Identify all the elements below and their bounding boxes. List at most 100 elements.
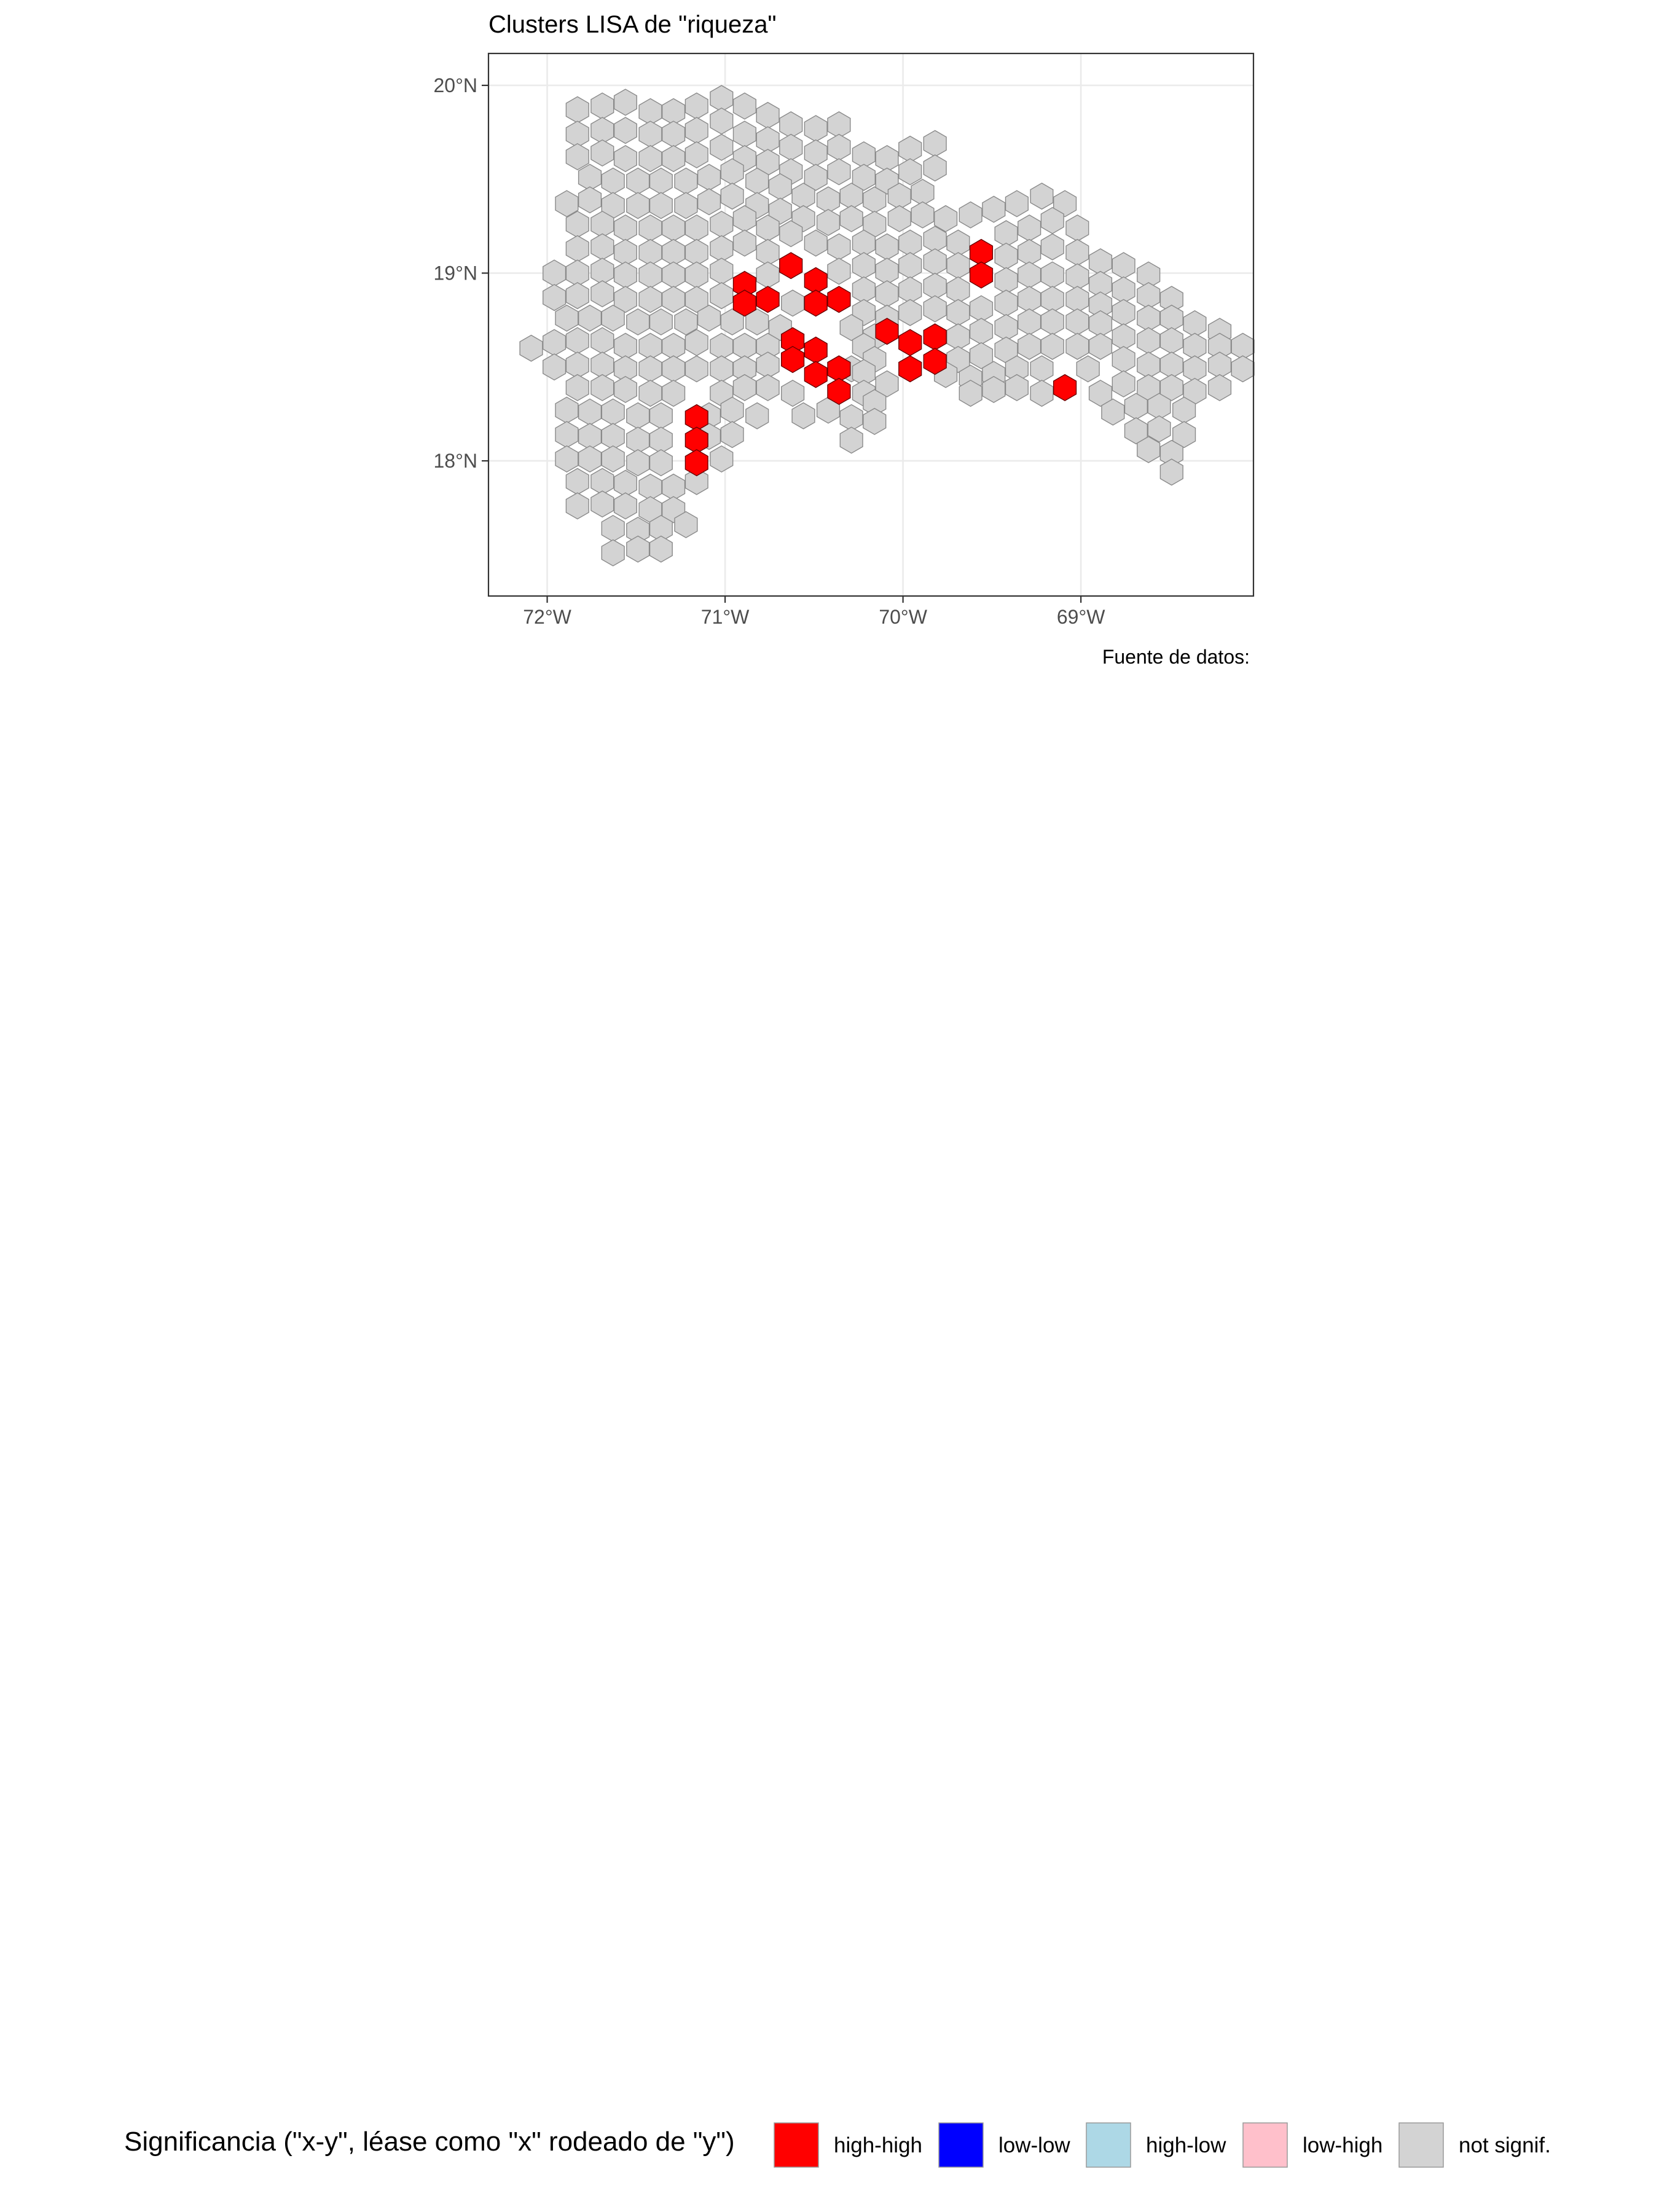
- hex-cell-not-signif: [710, 133, 734, 161]
- hex-cell-not-signif: [875, 370, 899, 398]
- hex-cell-high-high: [1053, 374, 1077, 401]
- hex-cell-not-signif: [780, 289, 805, 317]
- hex-cell-high-high: [923, 347, 947, 375]
- x-tick-label: 70°W: [879, 606, 927, 628]
- hex-cell-not-signif: [1076, 355, 1100, 383]
- hex-cell-not-signif: [590, 490, 614, 518]
- hex-cell-not-signif: [674, 308, 698, 335]
- hex-cell-not-signif: [684, 355, 708, 383]
- hex-cell-not-signif: [626, 449, 650, 477]
- hex-cell-not-signif: [601, 539, 625, 567]
- hex-cell-not-signif: [756, 374, 780, 401]
- hex-cell-not-signif: [674, 192, 698, 219]
- hex-cell-not-signif: [1040, 332, 1064, 360]
- hex-cell-not-signif: [519, 334, 543, 362]
- plot-title: Clusters LISA de "riqueza": [488, 11, 777, 38]
- hex-cell-not-signif: [768, 197, 792, 225]
- hex-cell-not-signif: [638, 379, 662, 407]
- hex-cell-not-signif: [565, 492, 589, 520]
- hex-cell-not-signif: [649, 192, 673, 219]
- hex-cell-not-signif: [661, 145, 686, 173]
- hex-cell-not-signif: [674, 511, 698, 538]
- hex-cell-not-signif: [839, 426, 863, 454]
- hex-cell-not-signif: [1159, 374, 1183, 401]
- hex-cell-high-high: [684, 449, 708, 477]
- hex-cell-high-high: [780, 345, 805, 374]
- hex-cell-not-signif: [638, 286, 662, 313]
- legend-label-high-low: high-low: [1146, 2133, 1226, 2157]
- hex-cell-not-signif: [959, 201, 982, 229]
- hex-cell-not-signif: [816, 208, 841, 237]
- hex-cell-not-signif: [590, 280, 614, 308]
- hex-cell-not-signif: [601, 304, 625, 332]
- hex-cell-not-signif: [626, 308, 650, 335]
- hex-cell-not-signif: [959, 379, 982, 407]
- hex-cell-not-signif: [543, 353, 567, 381]
- hex-cell-not-signif: [898, 158, 922, 186]
- hex-cell-not-signif: [565, 374, 589, 401]
- hex-cell-high-high: [804, 361, 828, 388]
- hex-cell-high-high: [756, 286, 780, 313]
- hex-cells: [519, 85, 1255, 567]
- legend-key-high-low: [1086, 2122, 1131, 2168]
- hex-cell-not-signif: [1172, 421, 1196, 449]
- hex-cell-not-signif: [804, 229, 828, 257]
- hex-cell-high-high: [898, 355, 922, 383]
- hex-cell-not-signif: [839, 205, 863, 232]
- hex-cell-high-high: [779, 252, 803, 280]
- legend: Significancia ("x-y", léase como "x" rod…: [124, 2122, 1551, 2168]
- hex-cell-not-signif: [1053, 190, 1077, 218]
- legend-label-low-high: low-high: [1303, 2133, 1382, 2157]
- hex-cell-not-signif: [1124, 417, 1148, 445]
- hex-cell-not-signif: [710, 445, 734, 473]
- x-tick-label: 69°W: [1057, 606, 1105, 628]
- hex-cell-not-signif: [923, 154, 947, 182]
- hex-cell-high-high: [827, 377, 851, 406]
- hex-cell-not-signif: [1030, 182, 1054, 210]
- hex-cell-not-signif: [649, 308, 673, 335]
- hex-cell-not-signif: [745, 402, 769, 429]
- legend-key-low-high: [1242, 2122, 1288, 2168]
- hex-cell-not-signif: [780, 379, 805, 407]
- hex-cell-not-signif: [565, 282, 589, 310]
- axes: 72°W 71°W 70°W 69°W 20°N 19°N 18°N: [434, 74, 1106, 628]
- legend-label-low-low: low-low: [998, 2133, 1070, 2157]
- hex-cell-not-signif: [555, 304, 579, 332]
- hex-cell-not-signif: [710, 282, 734, 310]
- hex-cell-not-signif: [732, 229, 757, 257]
- hex-cell-not-signif: [1137, 436, 1161, 463]
- hex-cell-not-signif: [863, 407, 887, 435]
- hex-cell-not-signif: [590, 374, 614, 401]
- hex-cell-not-signif: [1005, 190, 1029, 218]
- hex-cell-not-signif: [1065, 332, 1089, 360]
- hex-cell-not-signif: [626, 535, 650, 563]
- hex-cell-not-signif: [923, 295, 947, 323]
- hex-cell-not-signif: [649, 535, 673, 563]
- x-tick-label: 72°W: [523, 606, 571, 628]
- hex-cell-not-signif: [1088, 379, 1113, 407]
- hex-cell-not-signif: [578, 445, 602, 473]
- hex-cell-not-signif: [613, 286, 638, 313]
- hex-cell-not-signif: [555, 445, 579, 473]
- hex-cell-not-signif: [684, 141, 708, 169]
- hex-cell-not-signif: [804, 163, 828, 191]
- plot-panel-border: [487, 52, 1255, 597]
- hex-cell-not-signif: [601, 445, 625, 473]
- hex-cell-not-signif: [590, 139, 614, 167]
- hex-cell-not-signif: [684, 468, 708, 495]
- hex-cell-not-signif: [697, 188, 721, 216]
- hex-cell-not-signif: [779, 220, 803, 248]
- hex-cell-not-signif: [1005, 374, 1029, 401]
- hex-cell-not-signif: [661, 286, 686, 313]
- hex-cell-not-signif: [791, 402, 815, 429]
- y-tick-label: 18°N: [434, 450, 478, 472]
- hex-cell-not-signif: [1159, 458, 1183, 486]
- hex-cell-high-high: [875, 318, 899, 345]
- legend-key-low-low: [938, 2122, 984, 2168]
- legend-label-not-signif: not signif.: [1459, 2133, 1551, 2157]
- plot-caption: Fuente de datos:: [1102, 646, 1250, 668]
- hex-cell-high-high: [732, 289, 757, 317]
- legend-items: high-high low-low high-low low-high not sign…: [774, 2122, 1551, 2168]
- hex-cell-not-signif: [1030, 379, 1054, 407]
